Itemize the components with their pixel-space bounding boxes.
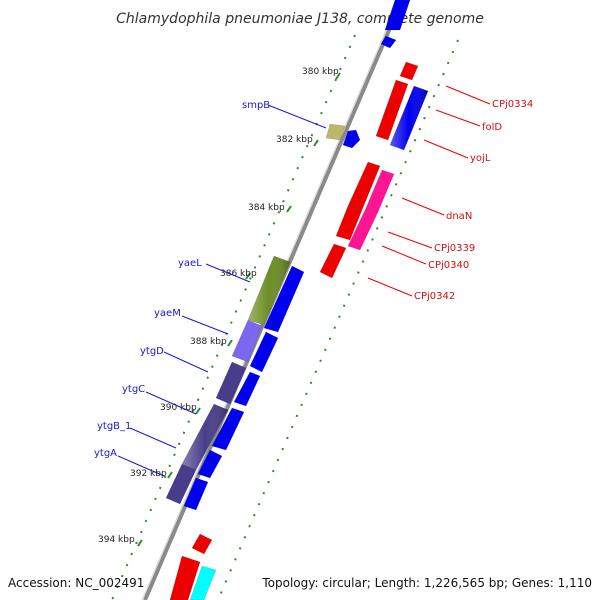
gene-label-cpj0340[interactable]: CPj0340 [428, 260, 469, 271]
gene-label-smpb[interactable]: smpB [242, 100, 270, 111]
callout-smpb [267, 104, 327, 129]
feature-red-cpj0334[interactable] [399, 61, 419, 81]
tick-382 [313, 139, 319, 147]
feature-red-2[interactable] [385, 79, 409, 113]
map-title: Chlamydophila pneumoniae J138, complete … [116, 11, 484, 27]
gene-label-cpj0342[interactable]: CPj0342 [414, 291, 455, 302]
tick-394 [137, 539, 143, 547]
accession-text: Accession: NC_002491 [8, 576, 145, 590]
feature-red-cpj0339[interactable] [335, 205, 363, 241]
feature-blue-ytgd[interactable] [233, 371, 261, 407]
gene-label-ytgb1[interactable]: ytgB_1 [97, 421, 131, 432]
gene-label-dnan[interactable]: dnaN [446, 211, 472, 222]
feature-blue-smpb[interactable] [342, 129, 361, 149]
callout-ytgc [145, 391, 197, 415]
gene-label-ytgc[interactable]: ytgC [122, 384, 145, 395]
callout-yojl [423, 139, 469, 159]
genome-summary-text: Topology: circular; Length: 1,226,565 bp… [262, 576, 592, 590]
callout-cpj0334 [445, 85, 491, 105]
tick-label-386: 386 kbp [220, 269, 257, 279]
feature-top-blue-1[interactable] [384, 0, 411, 31]
tick-label-394: 394 kbp [98, 535, 135, 545]
feature-darkslate-ytgd[interactable] [215, 361, 247, 405]
callout-ytga [117, 455, 165, 477]
feature-blue-yaem[interactable] [249, 331, 279, 373]
feature-blue-ytga[interactable] [183, 477, 209, 511]
gene-label-yael[interactable]: yaeL [178, 258, 202, 269]
gene-label-cpj0339[interactable]: CPj0339 [434, 243, 475, 254]
gene-label-ytga[interactable]: ytgA [94, 448, 117, 459]
tick-label-380: 380 kbp [302, 67, 339, 77]
tick-384 [286, 205, 292, 213]
tick-label-392: 392 kbp [130, 469, 167, 479]
feature-top-blue-2[interactable] [380, 35, 397, 49]
gene-label-yojl[interactable]: yojL [470, 153, 491, 164]
gene-label-cpj0334[interactable]: CPj0334 [492, 99, 533, 110]
tick-label-382: 382 kbp [276, 135, 313, 145]
tick-label-390: 390 kbp [160, 403, 197, 413]
tick-392 [167, 471, 173, 479]
tick-380 [335, 72, 341, 80]
feature-khaki[interactable] [325, 123, 346, 141]
feature-magenta-2[interactable] [347, 207, 379, 251]
right-callouts [367, 85, 491, 297]
feature-red-bottom-2[interactable] [169, 555, 201, 600]
callout-yael [205, 263, 251, 283]
tick-label-384: 384 kbp [248, 203, 285, 213]
left-callouts [117, 104, 327, 477]
tick-label-388: 388 kbp [190, 337, 227, 347]
feature-cyan-bottom[interactable] [189, 565, 217, 600]
callout-yaem [181, 315, 229, 335]
callout-ytgb1 [129, 427, 177, 449]
callout-ytgd [163, 351, 209, 373]
feature-red-cpj0342[interactable] [319, 243, 347, 279]
gene-label-fold[interactable]: folD [482, 122, 502, 133]
feature-red-bottom-1[interactable] [191, 533, 213, 555]
tick-388 [227, 339, 233, 347]
callout-dnan [401, 197, 445, 216]
gene-label-yaem[interactable]: yaeM [154, 308, 181, 319]
callout-cpj0342 [367, 277, 413, 297]
callout-cpj0340 [381, 245, 427, 265]
inner-dotted-track [111, 34, 356, 600]
callout-fold [435, 109, 481, 127]
gene-label-ytgd[interactable]: ytgD [140, 346, 164, 357]
outer-features [165, 0, 429, 600]
callout-cpj0339 [387, 231, 433, 249]
